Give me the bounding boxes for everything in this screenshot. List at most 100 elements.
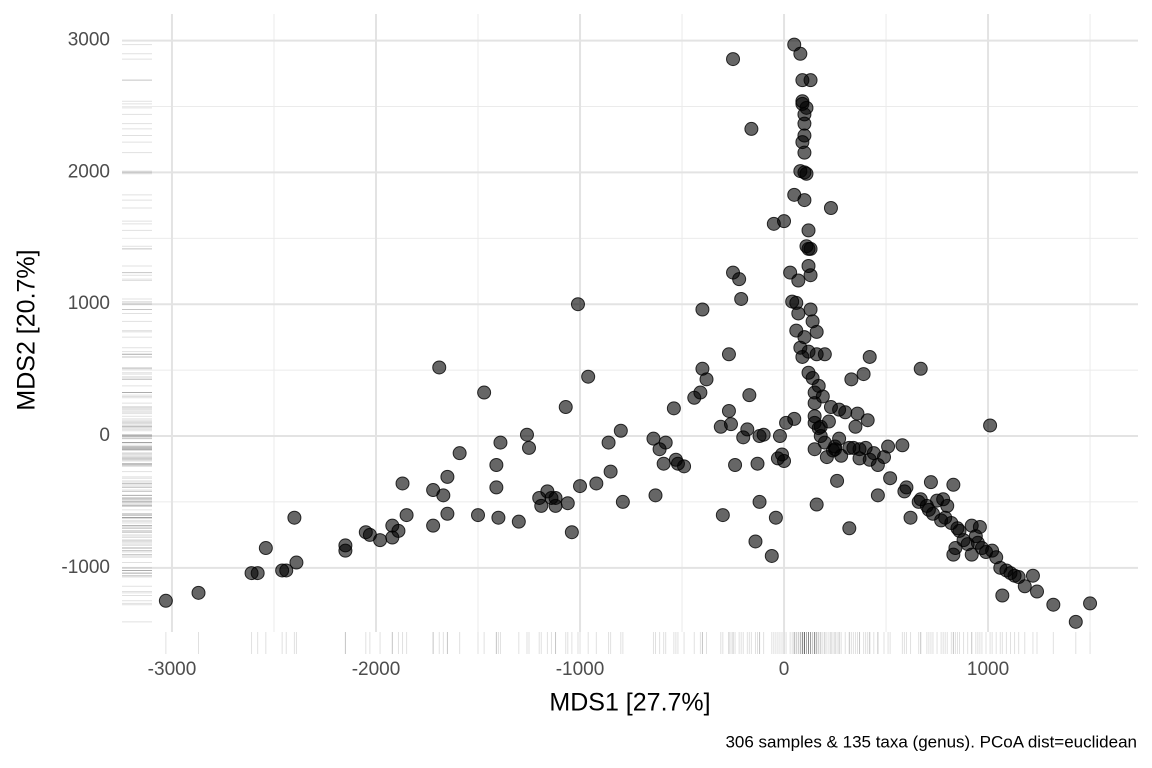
point [658, 435, 673, 450]
point [666, 401, 681, 416]
point [801, 223, 816, 238]
point [913, 361, 928, 376]
point [493, 435, 508, 450]
point [522, 440, 537, 455]
point [693, 385, 708, 400]
point [748, 534, 763, 549]
point [844, 372, 859, 387]
point [589, 476, 604, 491]
point [158, 593, 173, 608]
y-tick-label: 3000 [68, 30, 110, 51]
point [803, 268, 818, 283]
point [511, 514, 526, 529]
points [158, 37, 1098, 629]
point [807, 442, 822, 457]
x-tick-label: -1000 [556, 659, 605, 680]
point [613, 423, 628, 438]
x-tick-label: -3000 [148, 659, 197, 680]
point [721, 403, 736, 418]
point [1017, 579, 1032, 594]
x-tick-label: 1000 [967, 659, 1009, 680]
point [728, 458, 743, 473]
point [391, 523, 406, 538]
point [946, 477, 961, 492]
point [436, 488, 451, 503]
x-tick-label: -2000 [352, 659, 401, 680]
point [440, 506, 455, 521]
caption: 306 samples & 135 taxa (genus). PCoA dis… [725, 732, 1137, 751]
point [777, 214, 792, 229]
point [615, 494, 630, 509]
point [756, 427, 771, 442]
point [777, 454, 792, 469]
point [797, 145, 812, 160]
point [491, 510, 506, 525]
point [1083, 596, 1098, 611]
point [856, 367, 871, 382]
point [477, 385, 492, 400]
point [558, 400, 573, 415]
point [191, 585, 206, 600]
point [699, 372, 714, 387]
point [797, 330, 812, 345]
x-tick-label: 0 [779, 659, 790, 680]
point [373, 533, 388, 548]
point [940, 498, 955, 513]
point [803, 241, 818, 256]
point [573, 479, 588, 494]
point [734, 291, 749, 306]
point [250, 566, 265, 581]
point [803, 73, 818, 88]
point [809, 497, 824, 512]
point [715, 508, 730, 523]
point [1068, 614, 1083, 629]
point [1046, 597, 1061, 612]
point [764, 548, 779, 563]
y-tick-label: 0 [99, 425, 110, 446]
y-axis-title: MDS2 [20.7%] [13, 249, 41, 410]
point [817, 347, 832, 362]
y-tick-label: 1000 [68, 293, 110, 314]
point [842, 521, 857, 536]
point [895, 438, 910, 453]
point [848, 419, 863, 434]
point [830, 473, 845, 488]
point [440, 469, 455, 484]
point [787, 411, 802, 426]
point [534, 498, 549, 513]
point [742, 388, 757, 403]
point [809, 324, 824, 339]
point [395, 476, 410, 491]
point [797, 128, 812, 143]
point [797, 193, 812, 208]
rug [122, 44, 1091, 654]
point [726, 52, 741, 67]
point [601, 435, 616, 450]
point [768, 510, 783, 525]
point [862, 349, 877, 364]
point [648, 488, 663, 503]
point [740, 422, 755, 437]
y-tick-label: 2000 [68, 161, 110, 182]
point [258, 541, 273, 556]
point [289, 555, 304, 570]
point [732, 272, 747, 287]
grid [122, 14, 1138, 632]
point [860, 413, 875, 428]
point [426, 518, 441, 533]
point [799, 166, 814, 181]
point [838, 405, 853, 420]
point [903, 510, 918, 525]
point [721, 347, 736, 362]
point [832, 431, 847, 446]
point [850, 406, 865, 421]
point [1030, 584, 1045, 599]
point [752, 494, 767, 509]
point [797, 116, 812, 131]
point [581, 369, 596, 384]
point [489, 480, 504, 495]
point [964, 547, 979, 562]
point [823, 201, 838, 216]
point [603, 464, 618, 479]
